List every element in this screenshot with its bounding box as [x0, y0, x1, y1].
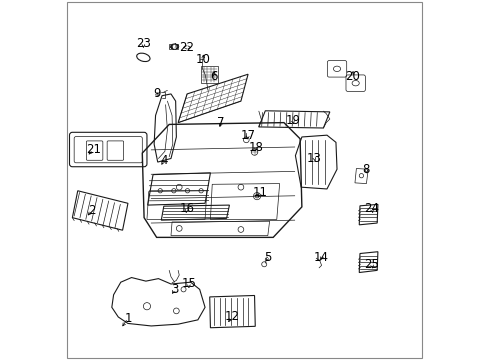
- Text: 14: 14: [313, 251, 328, 264]
- Text: 8: 8: [362, 163, 369, 176]
- Text: 17: 17: [240, 129, 255, 142]
- Text: 11: 11: [253, 186, 267, 199]
- Text: 4: 4: [160, 154, 167, 167]
- Text: 1: 1: [124, 311, 131, 325]
- Text: 24: 24: [364, 202, 379, 215]
- Text: 20: 20: [344, 69, 359, 82]
- Text: 5: 5: [264, 251, 271, 264]
- Text: 3: 3: [170, 283, 178, 296]
- Text: 2: 2: [88, 204, 96, 217]
- Text: 6: 6: [210, 69, 217, 82]
- Text: 23: 23: [136, 37, 150, 50]
- Text: 7: 7: [217, 116, 224, 129]
- Text: 12: 12: [224, 310, 239, 324]
- Text: 21: 21: [85, 143, 101, 156]
- Text: 16: 16: [179, 202, 194, 215]
- Text: 9: 9: [153, 87, 160, 100]
- Text: 18: 18: [248, 141, 263, 154]
- Text: 13: 13: [306, 152, 321, 165]
- Text: 19: 19: [285, 114, 300, 127]
- Text: 15: 15: [181, 278, 196, 291]
- Text: 10: 10: [195, 53, 210, 66]
- Text: 25: 25: [364, 258, 379, 271]
- Text: 22: 22: [179, 41, 194, 54]
